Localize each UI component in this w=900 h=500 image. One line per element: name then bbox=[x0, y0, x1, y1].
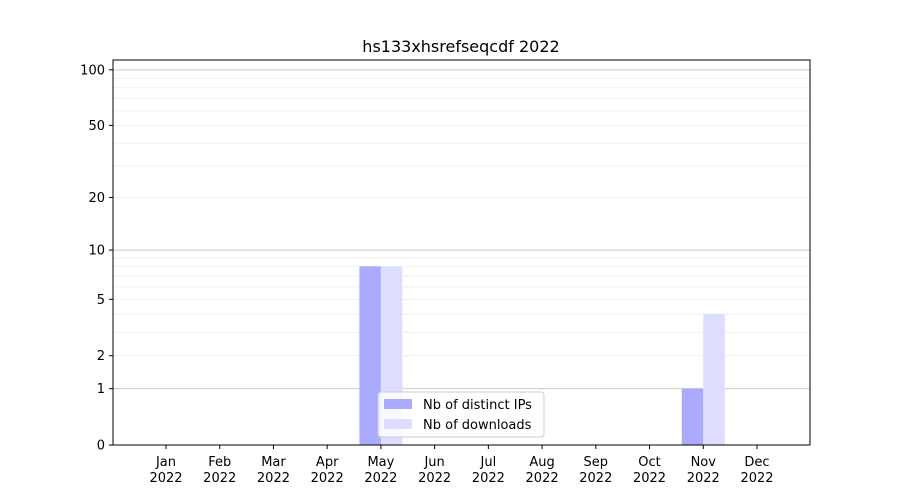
y-tick-label: 20 bbox=[88, 191, 105, 206]
chart-title: hs133xhsrefseqcdf 2022 bbox=[362, 37, 559, 56]
bar-downloads bbox=[703, 314, 725, 445]
x-tick-label: 2022 bbox=[311, 471, 344, 486]
x-tick-label: 2022 bbox=[526, 471, 559, 486]
x-tick-label: 2022 bbox=[364, 471, 397, 486]
legend: Nb of distinct IPs Nb of downloads bbox=[377, 391, 545, 438]
x-tick-label: 2022 bbox=[257, 471, 290, 486]
y-tick-label: 5 bbox=[97, 293, 105, 308]
x-tick-label: Jul bbox=[480, 455, 497, 470]
x-tick-label: Nov bbox=[691, 455, 717, 470]
x-tick-label: Aug bbox=[529, 455, 554, 470]
x-tick-label: 2022 bbox=[633, 471, 666, 486]
legend-swatch bbox=[384, 419, 412, 429]
legend-box bbox=[377, 391, 545, 438]
x-tick-label: Apr bbox=[316, 455, 339, 470]
plot-frame bbox=[112, 59, 811, 446]
legend-swatch bbox=[384, 399, 412, 409]
bar-distinct-ips bbox=[681, 388, 704, 445]
x-tick-label: 2022 bbox=[740, 471, 773, 486]
x-tick-label: 2022 bbox=[149, 471, 182, 486]
x-tick-label: Jun bbox=[423, 455, 444, 470]
x-tick-label: Dec bbox=[744, 455, 769, 470]
y-tick-label: 100 bbox=[80, 63, 105, 78]
x-tick-label: 2022 bbox=[687, 471, 720, 486]
legend-label: Nb of distinct IPs bbox=[423, 398, 532, 413]
y-tick-label: 50 bbox=[88, 119, 105, 134]
y-tick-label: 10 bbox=[88, 244, 105, 259]
x-tick-label: May bbox=[367, 455, 394, 470]
x-tick-label: Feb bbox=[208, 455, 231, 470]
y-tick-label: 0 bbox=[97, 439, 105, 454]
x-tick-label: Sep bbox=[584, 455, 609, 470]
x-tick-label: 2022 bbox=[418, 471, 451, 486]
x-tick-label: Jan bbox=[155, 455, 176, 470]
bar-distinct-ips bbox=[359, 266, 381, 445]
y-tick-label: 1 bbox=[97, 382, 105, 397]
x-tick-label: 2022 bbox=[203, 471, 236, 486]
legend-label: Nb of downloads bbox=[423, 418, 532, 433]
y-tick-label: 2 bbox=[97, 349, 105, 364]
x-tick-label: Mar bbox=[261, 455, 286, 470]
x-tick-label: 2022 bbox=[579, 471, 612, 486]
x-tick-label: Oct bbox=[638, 455, 660, 470]
x-tick-label: 2022 bbox=[472, 471, 505, 486]
